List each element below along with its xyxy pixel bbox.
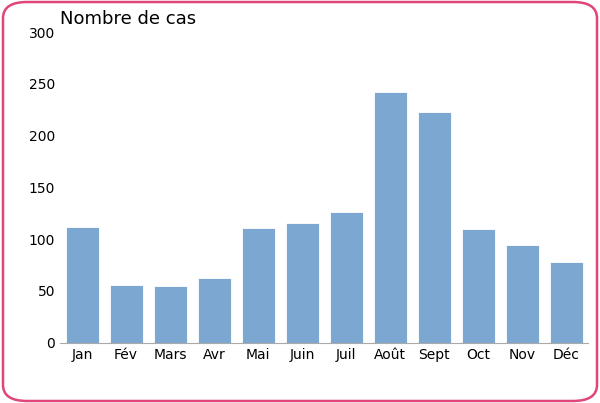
Text: Nombre de cas: Nombre de cas [60, 10, 196, 28]
Bar [65, 227, 98, 343]
Bar [373, 92, 407, 343]
Bar [505, 245, 539, 343]
Bar [197, 278, 230, 343]
Bar [286, 222, 319, 343]
Bar [110, 285, 143, 343]
Bar [418, 112, 451, 343]
Bar [461, 229, 494, 343]
Bar [550, 262, 583, 343]
Bar [154, 286, 187, 343]
Bar [241, 228, 275, 343]
Bar [329, 212, 362, 343]
